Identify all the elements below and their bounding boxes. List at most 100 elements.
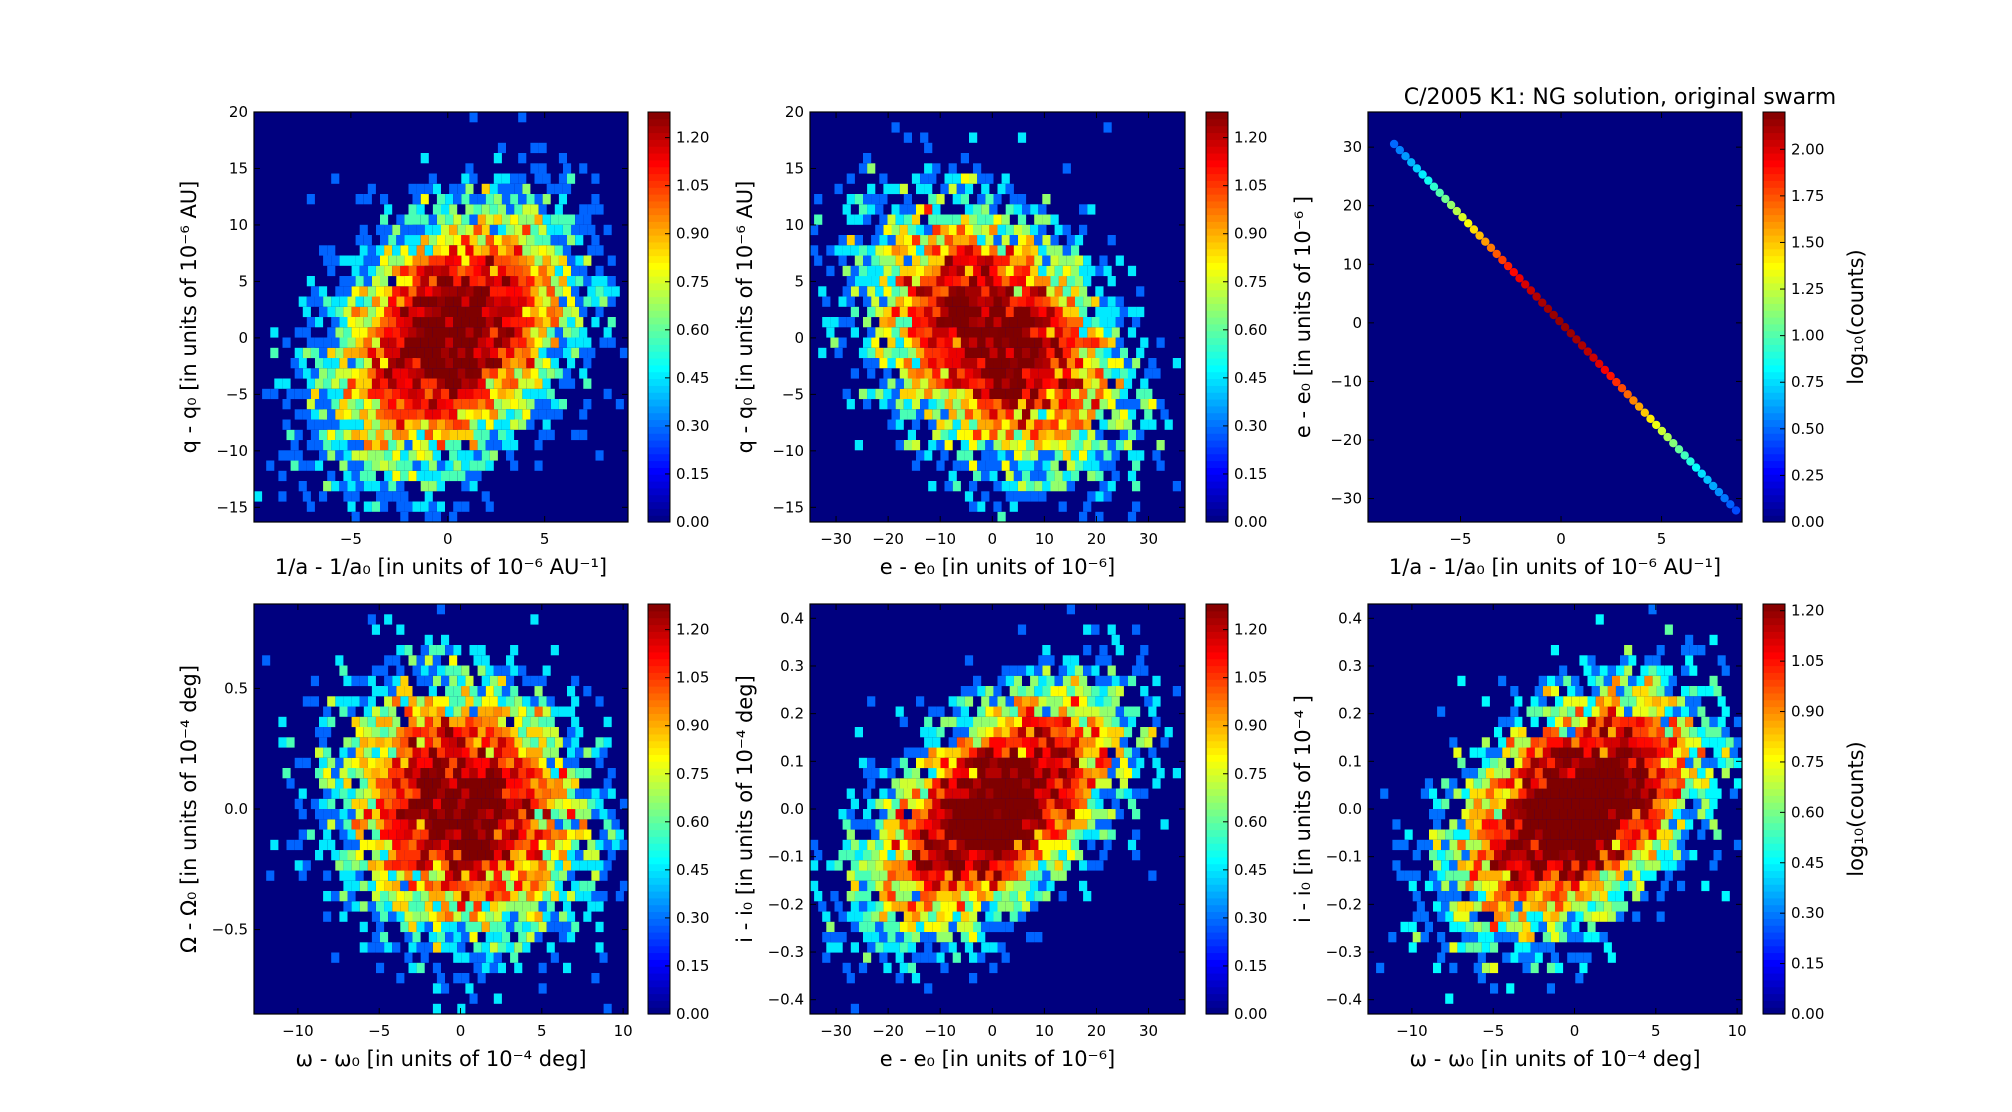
hex-bin (1490, 880, 1499, 892)
hex-bin (432, 1003, 441, 1015)
hex-bin (1408, 942, 1417, 953)
hex-bin (863, 399, 872, 410)
hex-bin (1042, 337, 1051, 348)
hex-bin (453, 214, 462, 225)
hex-bin (1599, 788, 1608, 799)
hex-bin (510, 337, 519, 348)
hex-bin (510, 194, 519, 205)
hex-bin (1465, 921, 1474, 933)
hex-bin (428, 645, 437, 656)
hex-bin (1091, 829, 1100, 840)
hex-bin (469, 911, 478, 922)
hex-bin (441, 306, 450, 318)
hex-bin (903, 132, 912, 143)
hex-bin (1038, 696, 1047, 707)
hex-bin (388, 399, 397, 410)
hex-bin (497, 962, 506, 974)
colorbar-segment (1206, 856, 1228, 865)
hex-bin (887, 788, 896, 799)
hex-bin (1030, 901, 1039, 912)
hex-bin (920, 132, 929, 143)
hex-bin (936, 255, 945, 266)
hex-bin (558, 317, 567, 328)
hex-bin (1518, 788, 1527, 799)
hex-bin (550, 214, 559, 225)
hex-bin (384, 327, 393, 338)
hex-bin (1127, 409, 1137, 420)
hex-bin (355, 276, 364, 287)
hex-bin (1046, 798, 1055, 810)
hex-bin (875, 245, 884, 256)
colorbar-segment (1206, 768, 1228, 776)
colorbar-tick-label: 1.20 (1234, 621, 1267, 639)
hex-bin (290, 440, 299, 451)
hex-bin (371, 932, 380, 943)
hex-bin (1103, 839, 1112, 851)
hex-bin (1624, 768, 1633, 779)
colorbar-segment (648, 897, 670, 906)
hex-bin (1648, 788, 1657, 799)
hex-bin (1070, 839, 1080, 851)
hex-bin (416, 901, 425, 912)
hex-bin (822, 317, 831, 328)
hex-bin (1648, 870, 1657, 881)
colorbar-segment (1206, 112, 1228, 120)
hex-bin (1119, 737, 1128, 748)
hex-bin (1477, 973, 1486, 984)
hex-bin (522, 942, 531, 953)
hex-bin (846, 194, 855, 205)
hex-bin (1485, 768, 1494, 779)
hex-bin (1709, 675, 1718, 687)
x-tick-label: −30 (820, 1022, 852, 1040)
hex-bin (1599, 911, 1608, 922)
hex-bin (518, 665, 527, 676)
hex-bin (1518, 911, 1527, 922)
hex-bin (388, 809, 397, 820)
hex-bin (895, 850, 904, 861)
hex-bin (404, 255, 413, 266)
hex-bin (916, 347, 925, 359)
hex-bin (891, 245, 900, 256)
hex-bin (449, 224, 458, 236)
hex-bin (1705, 768, 1714, 779)
hex-bin (526, 911, 535, 922)
hex-bin (1522, 778, 1531, 789)
hex-bin (355, 460, 364, 471)
hex-bin (1005, 491, 1014, 502)
hex-bin (538, 819, 547, 830)
colorbar-segment (1206, 139, 1228, 147)
hex-bin (1546, 839, 1555, 851)
hex-bin (1555, 819, 1564, 830)
hex-bin (997, 716, 1006, 728)
hex-bin (310, 286, 319, 297)
hex-bin (1465, 942, 1474, 953)
hex-bin (420, 850, 429, 861)
hex-bin (441, 778, 450, 789)
colorbar-tick-label: 0.30 (676, 417, 709, 435)
hex-bin (948, 901, 957, 912)
hex-bin (1416, 901, 1425, 912)
hex-bin (895, 317, 904, 328)
hex-bin (858, 245, 868, 256)
hex-bin (497, 327, 506, 338)
hex-bin (469, 727, 478, 738)
hex-bin (465, 737, 474, 748)
colorbar-segment (648, 733, 670, 742)
hex-bin (940, 429, 949, 441)
hex-bin (1017, 317, 1027, 328)
hex-bin (436, 481, 445, 492)
hex-bin (465, 245, 474, 256)
hex-bin (595, 204, 604, 215)
hex-bin (1038, 368, 1047, 379)
colorbar-segment (648, 317, 670, 325)
hex-bin (538, 798, 547, 810)
hex-bin (940, 224, 949, 236)
hex-bin (323, 481, 332, 492)
hex-bin (380, 214, 389, 225)
hex-bin (1034, 768, 1043, 779)
hex-bin (587, 286, 596, 297)
colorbar-segment (648, 932, 670, 940)
hex-bin (465, 306, 474, 318)
hex-bin (879, 952, 888, 963)
hex-bin (1429, 182, 1439, 191)
